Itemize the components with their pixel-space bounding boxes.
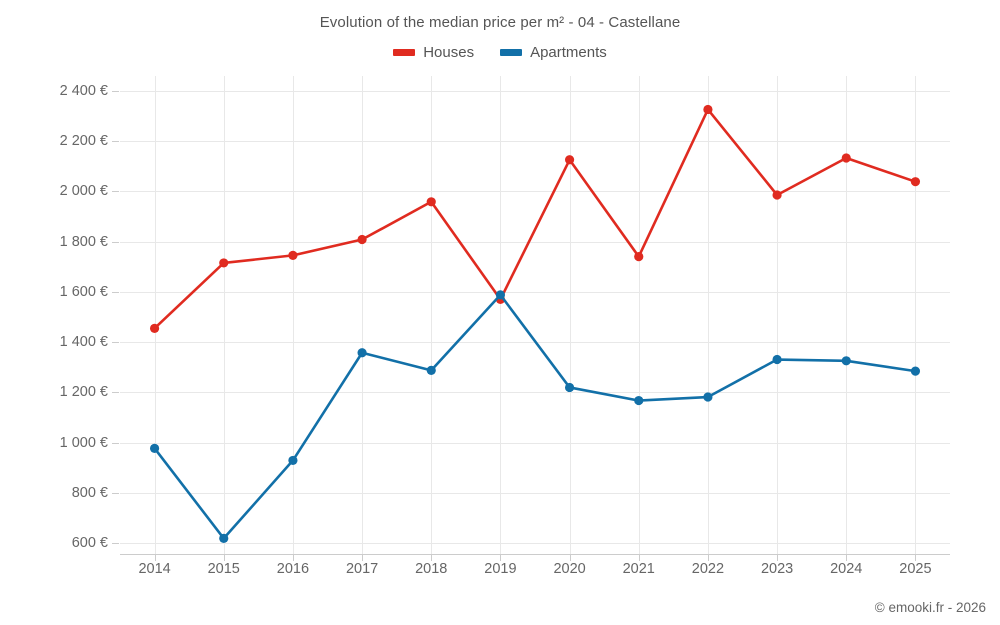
y-axis-tick-label: 600 € — [71, 535, 108, 552]
gridline-horizontal — [120, 291, 950, 293]
gridline-vertical — [431, 75, 433, 554]
gridline-horizontal — [120, 241, 950, 243]
gridline-horizontal — [120, 140, 950, 142]
gridline-vertical — [707, 75, 709, 554]
legend-label-houses: Houses — [423, 44, 475, 61]
x-axis-tick-mark — [846, 554, 848, 561]
x-axis-tick-label: 2021 — [622, 561, 655, 577]
legend-item-houses[interactable]: Houses — [393, 44, 474, 61]
gridline-vertical — [569, 75, 571, 554]
legend-swatch-apartments — [500, 49, 523, 56]
x-axis-tick-label: 2014 — [138, 561, 171, 577]
x-axis-tick-label: 2016 — [276, 561, 310, 577]
y-axis-tick-label: 800 € — [71, 485, 108, 502]
y-axis-tick-mark — [112, 241, 119, 243]
x-axis-tick-mark — [569, 554, 571, 561]
x-axis-tick-label: 2019 — [484, 561, 517, 577]
gridline-vertical — [638, 75, 640, 554]
x-axis-tick-mark — [915, 554, 917, 561]
legend-swatch-houses — [393, 49, 416, 56]
gridline-vertical — [915, 75, 917, 554]
gridline-horizontal — [120, 90, 950, 92]
y-axis-tick-label: 1 600 € — [59, 283, 108, 300]
x-axis-tick-mark — [707, 554, 709, 561]
gridline-vertical — [500, 75, 502, 554]
gridline-vertical — [362, 75, 364, 554]
x-axis-tick-label: 2022 — [691, 561, 725, 577]
x-axis-tick-mark — [777, 554, 779, 561]
y-axis-tick-label: 1 800 € — [59, 233, 108, 250]
chart-title: Evolution of the median price per m² - 0… — [319, 14, 681, 31]
x-axis-tick-label: 2020 — [553, 561, 586, 577]
x-axis-tick-mark — [223, 554, 225, 561]
gridline-horizontal — [120, 493, 950, 495]
x-axis-tick-mark — [638, 554, 640, 561]
x-axis-tick-mark — [431, 554, 433, 561]
y-axis-tick-label: 2 000 € — [59, 183, 108, 200]
y-axis-tick-mark — [112, 191, 119, 193]
x-axis-tick-mark — [362, 554, 364, 561]
x-axis-tick-label: 2017 — [345, 561, 379, 577]
gridline-vertical — [846, 75, 848, 554]
x-axis-tick-mark — [500, 554, 502, 561]
y-axis-tick-label: 1 000 € — [59, 434, 108, 451]
x-axis-tick-label: 2018 — [415, 561, 448, 577]
gridline-vertical — [777, 75, 779, 554]
gridline-horizontal — [120, 442, 950, 444]
y-axis-tick-label: 2 400 € — [59, 82, 108, 99]
y-axis-tick-mark — [112, 392, 119, 394]
gridline-vertical — [292, 75, 294, 554]
legend-label-apartments: Apartments — [530, 44, 607, 61]
x-axis-tick-label: 2023 — [760, 561, 794, 577]
chart-legend: Houses Apartments — [0, 44, 1000, 61]
x-axis-tick-label: 2025 — [899, 561, 932, 577]
x-axis-tick-mark — [292, 554, 294, 561]
footer-credit: © emooki.fr - 2026 — [874, 600, 986, 615]
gridline-horizontal — [120, 191, 950, 193]
y-axis-tick-mark — [112, 90, 119, 92]
y-axis-tick-mark — [112, 543, 119, 545]
x-axis-tick-label: 2015 — [207, 561, 240, 577]
gridline-horizontal — [120, 342, 950, 344]
gridline-vertical — [154, 75, 156, 554]
y-axis-tick-mark — [112, 291, 119, 293]
x-axis-tick-label: 2024 — [830, 561, 863, 577]
y-axis-tick-mark — [112, 493, 119, 495]
gridline-horizontal — [120, 392, 950, 394]
y-axis-tick-mark — [112, 442, 119, 444]
gridline-horizontal — [120, 543, 950, 545]
gridline-vertical — [223, 75, 225, 554]
plot-area — [120, 75, 950, 554]
y-axis-tick-label: 1 400 € — [59, 334, 108, 351]
x-axis-line — [120, 553, 950, 555]
y-axis-tick-mark — [112, 342, 119, 344]
y-axis-tick-label: 2 200 € — [59, 132, 108, 149]
y-axis-tick-label: 1 200 € — [59, 384, 108, 401]
x-axis-tick-mark — [154, 554, 156, 561]
y-axis-tick-mark — [112, 140, 119, 142]
legend-item-apartments[interactable]: Apartments — [500, 44, 607, 61]
